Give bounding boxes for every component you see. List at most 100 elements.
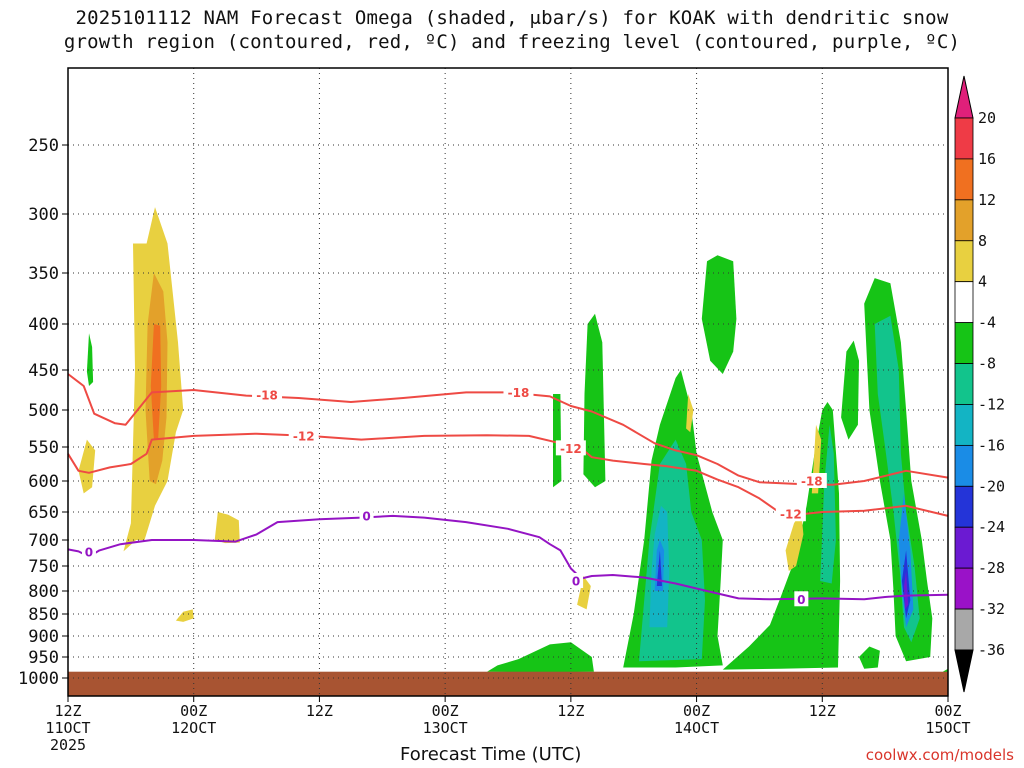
colorbar-swatch-7 [954, 404, 974, 446]
y-tick-label-600: 600 [28, 472, 59, 492]
contour-label-bg-2-1 [359, 507, 374, 523]
omega-region-4 [214, 512, 240, 544]
omega-region-3 [78, 439, 96, 494]
y-tick-label-650: 650 [28, 503, 59, 523]
x-tick-label-36-0: 00Z [432, 702, 459, 720]
contour-label-2-1: 0 [362, 509, 370, 523]
contour-label-bg-2-3 [794, 591, 809, 607]
colorbar-swatch-5 [954, 322, 974, 364]
contour-label-bg-0-1 [503, 384, 534, 400]
colorbar-label-8: -16 [978, 436, 1005, 454]
x-tick-label-12-0: 00Z [180, 702, 207, 720]
terrain-fill [68, 671, 948, 696]
contour-label-1-1: -12 [560, 442, 582, 456]
colorbar-label-11: -28 [978, 559, 1005, 577]
colorbar-swatch-9 [954, 485, 974, 528]
contour-label-bg-0-0 [252, 386, 283, 402]
contour-label-1-0: -12 [293, 429, 315, 443]
y-tick-label-350: 350 [28, 264, 59, 284]
y-axis: 2503003504004505005506006507007508008509… [18, 136, 68, 689]
y-tick-label-500: 500 [28, 401, 59, 421]
y-tick-label-800: 800 [28, 582, 59, 602]
omega-region-16 [701, 255, 737, 374]
x-tick-label-36-1: 13OCT [423, 719, 468, 737]
x-tick-label-60-1: 14OCT [674, 719, 719, 737]
colorbar-bottom-arrow [954, 649, 974, 693]
contour-line-2 [67, 514, 949, 601]
x-tick-label-24-0: 12Z [306, 702, 333, 720]
terrain-layer [68, 671, 948, 696]
contour-layer: -18 -18 -18 -12 -12 -12 0 0 0 0 [67, 373, 949, 607]
plot-frame [67, 67, 949, 697]
x-tick-label-0-1: 11OCT [45, 719, 90, 737]
omega-region-28 [859, 646, 880, 669]
y-tick-label-1000: 1000 [18, 669, 59, 689]
y-tick-label-700: 700 [28, 531, 59, 551]
omega-region-15 [656, 550, 662, 586]
omega-region-18 [820, 424, 836, 584]
colorbar-label-5: -4 [978, 314, 996, 332]
omega-shading-layer [78, 207, 948, 674]
x-tick-label-72-0: 12Z [809, 702, 836, 720]
colorbar: 20 16 12 8 4 -4 -8 -12 -16 -20 -24 -28 -32 -36 [954, 75, 1005, 693]
colorbar-label-0: 20 [978, 109, 996, 127]
omega-region-6 [86, 333, 94, 386]
y-tick-label-400: 400 [28, 315, 59, 335]
y-tick-label-300: 300 [28, 205, 59, 225]
omega-region-19 [841, 340, 859, 440]
contour-label-0-0: -18 [256, 388, 278, 402]
omega-region-8 [583, 313, 606, 488]
omega-region-5 [175, 609, 194, 622]
y-tick-label-450: 450 [28, 361, 59, 381]
y-tick-label-950: 950 [28, 648, 59, 668]
contour-label-bg-0-2 [796, 473, 827, 488]
colorbar-label-12: -32 [978, 600, 1005, 618]
x-tick-label-60-0: 00Z [683, 702, 710, 720]
colorbar-label-1: 16 [978, 150, 996, 168]
colorbar-swatch-6 [954, 363, 974, 405]
contour-label-0-2: -18 [801, 475, 823, 489]
colorbar-swatch-4 [954, 281, 974, 324]
x-tick-label-48-0: 12Z [557, 702, 584, 720]
colorbar-label-13: -36 [978, 641, 1005, 659]
omega-region-7 [487, 642, 594, 673]
y-tick-label-250: 250 [28, 136, 59, 156]
colorbar-label-2: 12 [978, 191, 996, 209]
contour-label-bg-1-1 [555, 440, 586, 456]
colorbar-swatch-12 [954, 608, 974, 651]
contour-label-bg-1-0 [288, 427, 319, 443]
source-credit: coolwx.com/models [865, 746, 1014, 764]
x-axis-label: Forecast Time (UTC) [400, 744, 582, 765]
colorbar-label-6: -8 [978, 355, 996, 373]
colorbar-label-4: 4 [978, 273, 987, 291]
chart-title: 2025101112 NAM Forecast Omega (shaded, μ… [0, 6, 1024, 54]
omega-region-10 [577, 576, 591, 610]
colorbar-top-arrow [954, 75, 974, 119]
contour-label-2-0: 0 [85, 545, 93, 559]
omega-region-22 [686, 394, 694, 433]
colorbar-swatch-11 [954, 567, 974, 610]
x-tick-label-84-1: 15OCT [925, 719, 970, 737]
y-tick-label-900: 900 [28, 627, 59, 647]
x-tick-label-0-0: 12Z [54, 702, 81, 720]
colorbar-label-7: -12 [978, 395, 1005, 413]
colorbar-swatch-3 [954, 240, 974, 283]
chart-title-line2: growth region (contoured, red, ºC) and f… [63, 31, 961, 53]
y-tick-label-750: 750 [28, 557, 59, 577]
omega-region-27 [904, 571, 909, 610]
grid-layer [67, 68, 949, 696]
contour-label-2-3: 0 [797, 593, 805, 607]
omega-region-2 [150, 324, 162, 440]
x-tick-label-84-0: 00Z [934, 702, 961, 720]
x-tick-label-12-1: 12OCT [171, 719, 216, 737]
y-tick-label-850: 850 [28, 605, 59, 625]
contour-label-bg-2-0 [81, 543, 96, 559]
contour-label-bg-1-2 [775, 506, 806, 522]
omega-region-17 [722, 402, 841, 670]
contour-label-0-1: -18 [508, 386, 530, 400]
contour-label-bg-2-2 [569, 573, 584, 588]
colorbar-swatch-10 [954, 526, 974, 569]
chart-title-line1: 2025101112 NAM Forecast Omega (shaded, μ… [75, 7, 949, 29]
